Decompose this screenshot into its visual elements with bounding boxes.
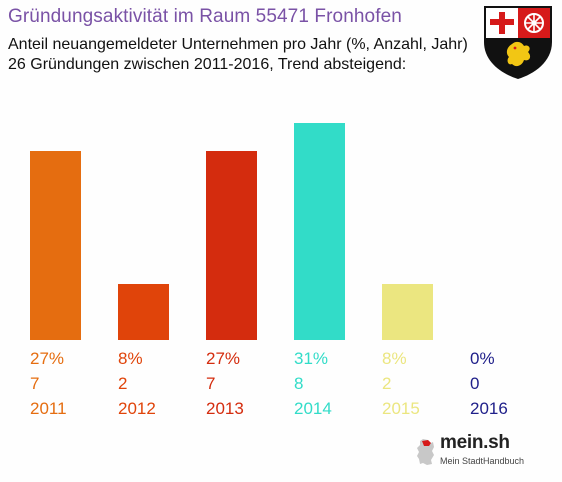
year-label-2015: 2015 [382, 399, 420, 418]
percent-label-2012: 8% [118, 349, 143, 368]
count-label-2012: 2 [118, 374, 127, 393]
rhineland-palatinate-coat-of-arms-icon [484, 6, 552, 79]
count-label-2013: 7 [206, 374, 215, 393]
germany-map-icon [417, 439, 434, 465]
mein-sh-logo[interactable]: mein.sh Mein StadtHandbuch [416, 432, 524, 472]
year-label-2016: 2016 [470, 399, 508, 418]
logo-name: mein.sh [440, 432, 510, 453]
bar-2013 [206, 151, 257, 340]
year-label-2011: 2011 [30, 399, 67, 418]
chart-subtitle-line-2: 26 Gründungen zwischen 2011-2016, Trend … [8, 56, 407, 73]
count-label-2015: 2 [382, 374, 391, 393]
count-label-2016: 0 [470, 374, 479, 393]
bar-2011 [30, 151, 81, 340]
percent-label-2016: 0% [470, 349, 495, 368]
logo-tagline: Mein StadtHandbuch [440, 456, 525, 466]
bar-2014 [294, 123, 345, 340]
chart-title: Gründungsaktivität im Raum 55471 Fronhof… [8, 6, 402, 27]
percent-label-2011: 27% [30, 349, 64, 368]
percent-label-2013: 27% [206, 349, 240, 368]
bar-2012 [118, 284, 169, 340]
chart-subtitle-line-1: Anteil neuangemeldeter Unternehmen pro J… [8, 36, 468, 53]
percent-label-2014: 31% [294, 349, 328, 368]
count-label-2011: 7 [30, 374, 39, 393]
year-label-2014: 2014 [294, 399, 332, 418]
count-label-2014: 8 [294, 374, 303, 393]
percent-label-2015: 8% [382, 349, 407, 368]
year-label-2012: 2012 [118, 399, 156, 418]
bar-2015 [382, 284, 433, 340]
year-label-2013: 2013 [206, 399, 244, 418]
